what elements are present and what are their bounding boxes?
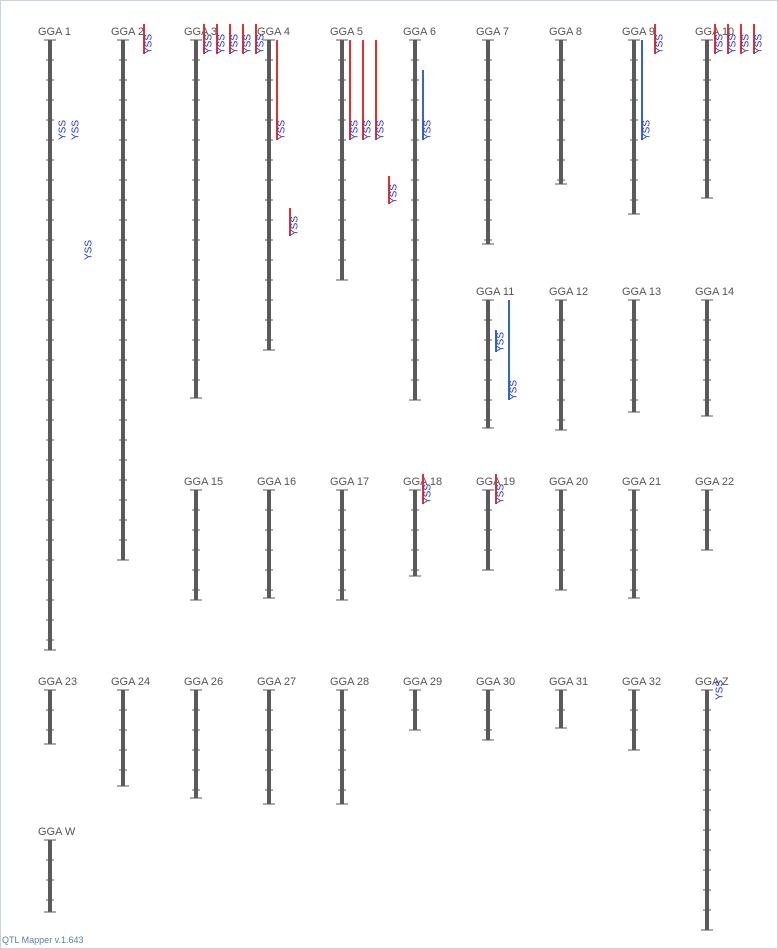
- qtl-label: YSS: [144, 34, 155, 54]
- chromosome-bar: [632, 490, 636, 598]
- chromosome-bar: [340, 490, 344, 600]
- qtl-label: YSS: [423, 484, 434, 504]
- chromosome-bar: [486, 690, 490, 740]
- qtl-label: YSS: [496, 484, 507, 504]
- chromosome-bar: [705, 300, 709, 416]
- chromosome-label: GGA W: [38, 826, 76, 838]
- chromosome-label: GGA 23: [38, 676, 77, 688]
- chromosome-bar: [48, 40, 52, 650]
- chromosome-bar: [340, 690, 344, 804]
- chromosome-label: GGA 1: [38, 26, 71, 38]
- qtl-label: YSS: [204, 34, 215, 54]
- chromosome-label: GGA 29: [403, 676, 442, 688]
- chromosome-bar: [632, 300, 636, 412]
- chromosome-label: GGA Z: [695, 676, 729, 688]
- chromosome-label: GGA 2: [111, 26, 144, 38]
- chromosome-bar: [413, 490, 417, 576]
- chromosome-label: GGA 24: [111, 676, 150, 688]
- qtl-label: YSS: [642, 120, 653, 140]
- chromosome-label: GGA 9: [622, 26, 655, 38]
- chromosome-bar: [705, 40, 709, 198]
- qtl-label: YSS: [496, 332, 507, 352]
- chromosome-label: GGA 27: [257, 676, 296, 688]
- qtl-label: YSS: [715, 34, 726, 54]
- chromosome-label: GGA 13: [622, 286, 661, 298]
- chromosome-label: GGA 22: [695, 476, 734, 488]
- chromosome-bar: [486, 300, 490, 428]
- chromosome-bar: [559, 300, 563, 430]
- qtl-label: YSS: [376, 120, 387, 140]
- qtl-label: YSS: [715, 680, 726, 700]
- qtl-label: YSS: [290, 216, 301, 236]
- chromosome-bar: [559, 40, 563, 184]
- qtl-label: YSS: [71, 120, 82, 140]
- chromosome-bar: [194, 490, 198, 600]
- chromosome-label: GGA 21: [622, 476, 661, 488]
- chromosome-label: GGA 30: [476, 676, 515, 688]
- qtl-label: YSS: [277, 120, 288, 140]
- chromosome-bar: [559, 490, 563, 590]
- chromosome-bar: [194, 690, 198, 798]
- chromosome-label: GGA 12: [549, 286, 588, 298]
- chromosome-label: GGA 11: [476, 286, 514, 298]
- qtl-label: YSS: [256, 34, 267, 54]
- qtl-label: YSS: [217, 34, 228, 54]
- chromosome-label: GGA 14: [695, 286, 734, 298]
- chromosome-bar: [121, 690, 125, 786]
- qtl-label: YSS: [84, 240, 95, 260]
- chromosome-label: GGA 5: [330, 26, 363, 38]
- chromosome-bar: [705, 490, 709, 550]
- chromosome-bar: [267, 40, 271, 350]
- chromosome-label: GGA 17: [330, 476, 369, 488]
- qtl-label: YSS: [363, 120, 374, 140]
- chromosome-bar: [48, 840, 52, 912]
- chromosome-bar: [559, 690, 563, 728]
- qtl-label: YSS: [350, 120, 361, 140]
- qtl-label: YSS: [509, 380, 520, 400]
- chromosome-label: GGA 4: [257, 26, 290, 38]
- qtl-label: YSS: [58, 120, 69, 140]
- chromosome-label: GGA 26: [184, 676, 223, 688]
- chromosome-label: GGA 6: [403, 26, 436, 38]
- chromosome-bar: [48, 690, 52, 744]
- chromosome-bar: [267, 490, 271, 598]
- qtl-label: YSS: [389, 184, 400, 204]
- chromosome-label: GGA 15: [184, 476, 223, 488]
- chromosome-label: GGA 3: [184, 26, 217, 38]
- qtl-label: YSS: [741, 34, 752, 54]
- qtl-label: YSS: [754, 34, 765, 54]
- chromosome-bar: [632, 40, 636, 214]
- chromosome-bar: [632, 690, 636, 750]
- qtl-label: YSS: [423, 120, 434, 140]
- chromosome-label: GGA 16: [257, 476, 296, 488]
- qtl-label: YSS: [655, 34, 666, 54]
- qtl-label: YSS: [243, 34, 254, 54]
- chromosome-label: GGA 28: [330, 676, 369, 688]
- chromosome-bar: [486, 40, 490, 244]
- chromosome-label: GGA 7: [476, 26, 509, 38]
- qtl-label: YSS: [728, 34, 739, 54]
- chromosome-label: GGA 32: [622, 676, 661, 688]
- chromosome-label: GGA 31: [549, 676, 588, 688]
- chromosome-bar: [267, 690, 271, 804]
- footer: QTL Mapper v.1.643: [2, 935, 84, 945]
- chromosome-bar: [194, 40, 198, 398]
- chromosome-label: GGA 20: [549, 476, 588, 488]
- chromosome-label: GGA 8: [549, 26, 582, 38]
- qtl-label: YSS: [230, 34, 241, 54]
